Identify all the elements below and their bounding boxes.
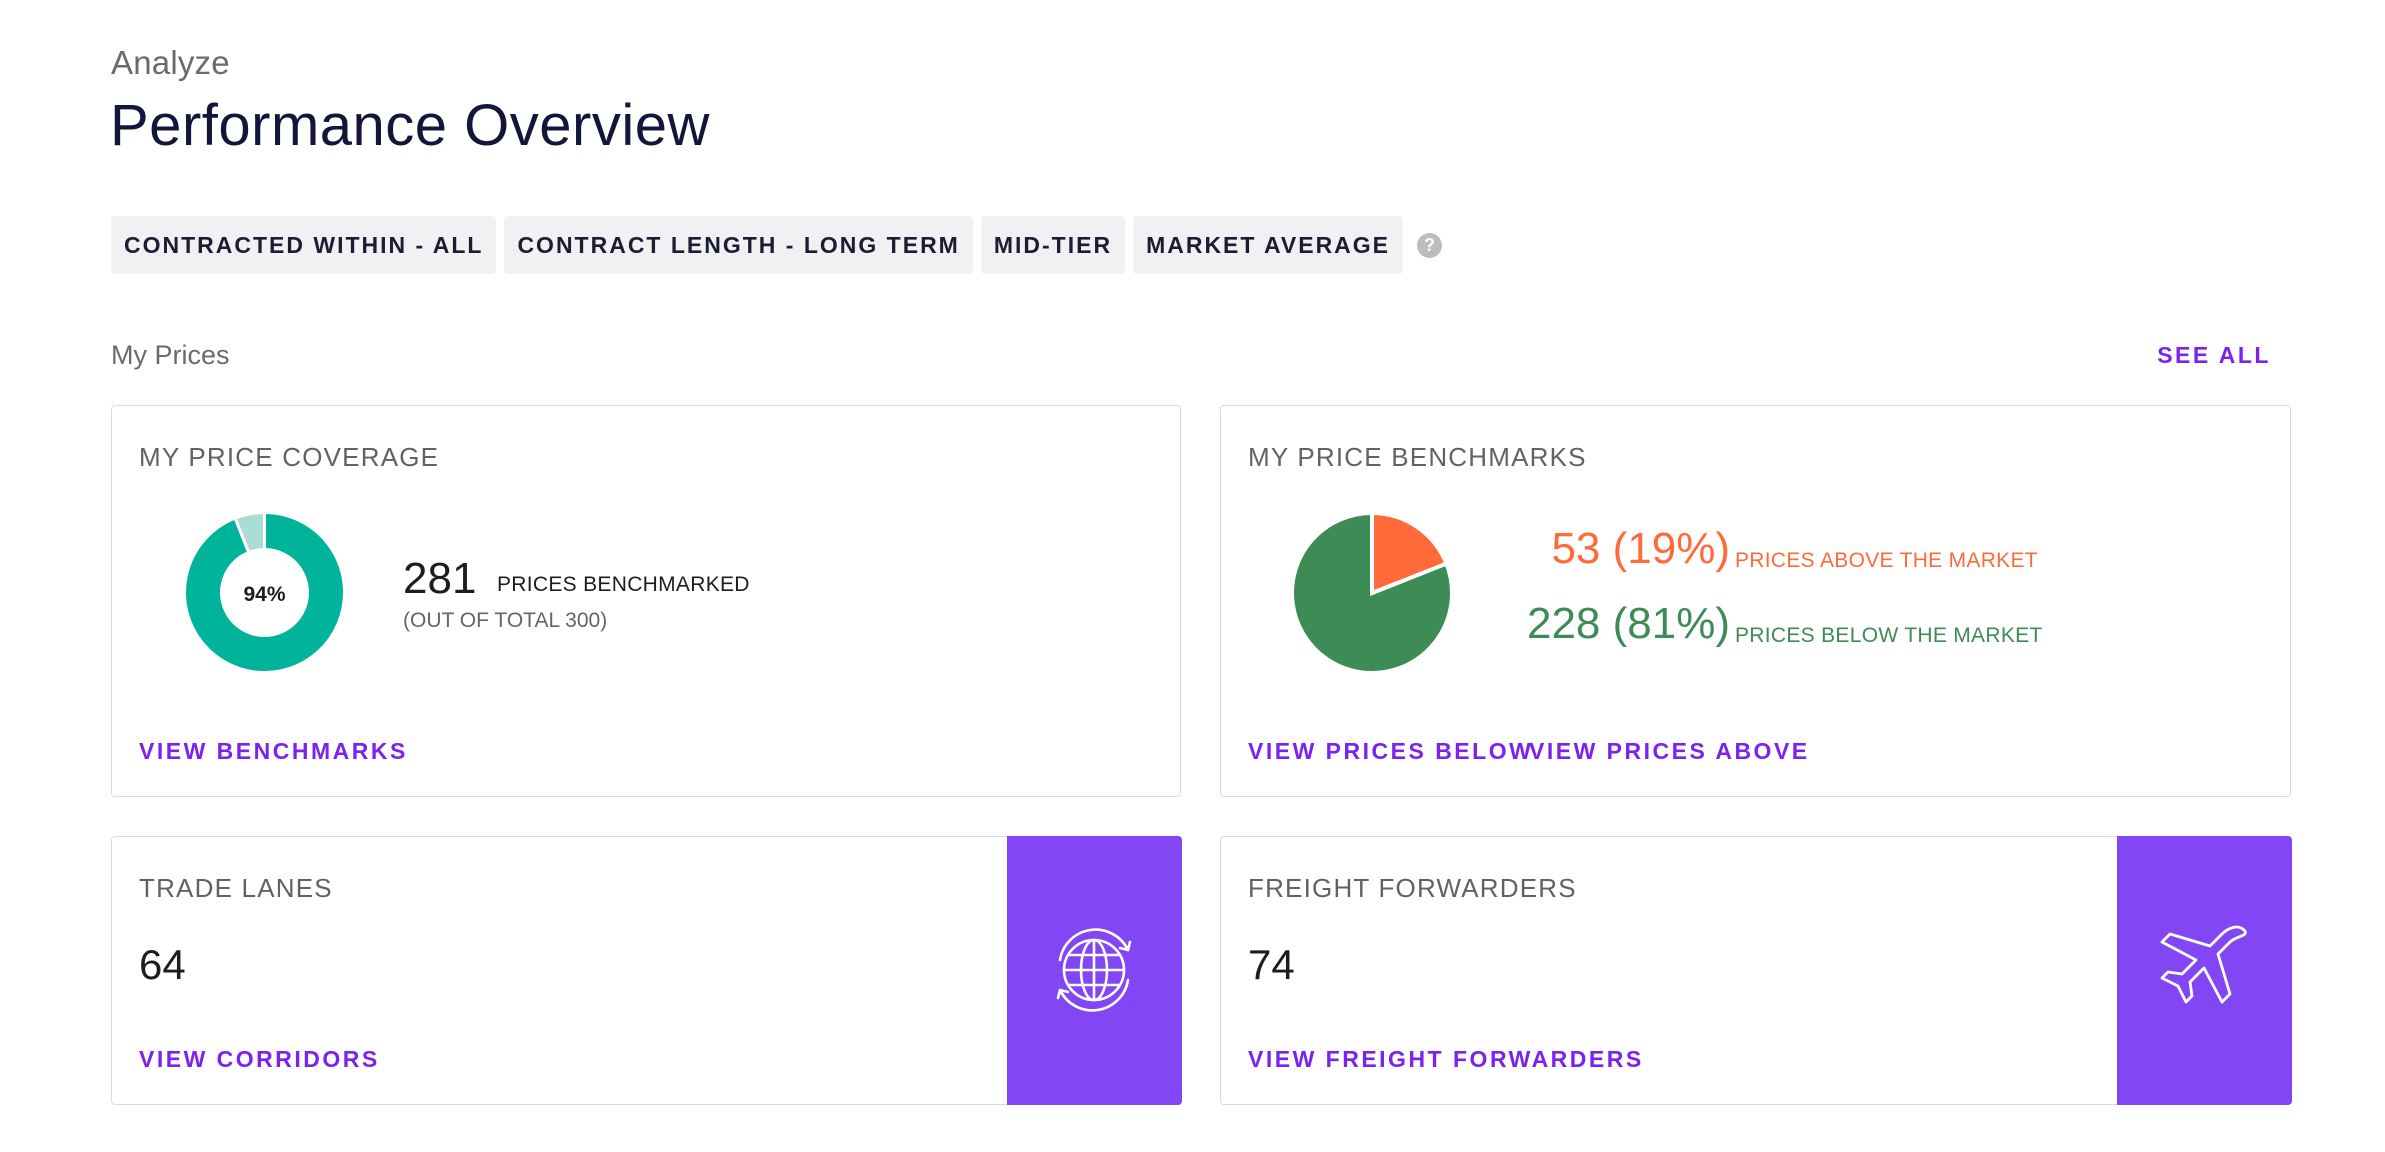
see-all-link[interactable]: SEE ALL [2157, 342, 2271, 368]
coverage-count-label: PRICES BENCHMARKED [497, 573, 750, 596]
globe-refresh-icon [1056, 928, 1132, 1012]
trade-lanes-count: 64 [139, 941, 186, 988]
price-benchmarks-card: MY PRICE BENCHMARKS 53 (19%) PRICES ABOV… [1220, 405, 2291, 797]
card-title: MY PRICE BENCHMARKS [1248, 442, 1587, 472]
card-title: FREIGHT FORWARDERS [1248, 873, 1577, 903]
page-eyebrow: Analyze [111, 44, 230, 81]
filter-chip-contract-length[interactable]: CONTRACT LENGTH - LONG TERM [504, 216, 973, 274]
coverage-total-note: (OUT OF TOTAL 300) [403, 609, 608, 632]
donut-filled-segment [183, 510, 346, 674]
help-icon[interactable]: ? [1417, 232, 1443, 258]
view-prices-above-link[interactable]: VIEW PRICES ABOVE [1529, 738, 1810, 764]
donut-percent-label: 94% [243, 583, 285, 606]
view-corridors-link[interactable]: VIEW CORRIDORS [139, 1046, 380, 1072]
view-prices-below-link[interactable]: VIEW PRICES BELOW [1248, 738, 1534, 764]
below-market-value: 228 (81%) [1526, 599, 1730, 648]
above-market-value: 53 (19%) [1551, 524, 1730, 573]
freight-forwarders-count: 74 [1248, 941, 1295, 988]
freight-forwarders-icon-panel [2116, 835, 2292, 1105]
benchmarks-pie-chart [1290, 510, 1454, 675]
trade-lanes-icon-panel [1006, 835, 1182, 1105]
freight-forwarders-card: FREIGHT FORWARDERS 74 VIEW FREIGHT FORWA… [1220, 835, 2292, 1105]
page-title: Performance Overview [110, 93, 710, 158]
pie-slice-above-market [1370, 510, 1449, 596]
section-label-my-prices: My Prices [111, 340, 230, 370]
coverage-donut-chart: 94% [183, 510, 346, 674]
view-freight-forwarders-link[interactable]: VIEW FREIGHT FORWARDERS [1248, 1046, 1644, 1072]
card-title: MY PRICE COVERAGE [139, 442, 440, 472]
above-market-label: PRICES ABOVE THE MARKET [1735, 549, 2038, 572]
filter-chip-market-average[interactable]: MARKET AVERAGE [1133, 216, 1404, 274]
price-coverage-card: MY PRICE COVERAGE 94% 281 PRICES BENCHMA… [111, 405, 1181, 797]
filter-chip-contracted-within[interactable]: CONTRACTED WITHIN - ALL [111, 216, 497, 274]
filter-chip-tier[interactable]: MID-TIER [980, 216, 1126, 274]
below-market-label: PRICES BELOW THE MARKET [1735, 624, 2043, 647]
coverage-count: 281 [403, 554, 477, 603]
view-benchmarks-link[interactable]: VIEW BENCHMARKS [139, 738, 408, 764]
card-title: TRADE LANES [139, 873, 333, 903]
trade-lanes-card: TRADE LANES 64 VIEW CORRIDORS [111, 835, 1182, 1105]
airplane-icon [2160, 925, 2247, 1004]
filter-chips: CONTRACTED WITHIN - ALL CONTRACT LENGTH … [111, 216, 1443, 274]
